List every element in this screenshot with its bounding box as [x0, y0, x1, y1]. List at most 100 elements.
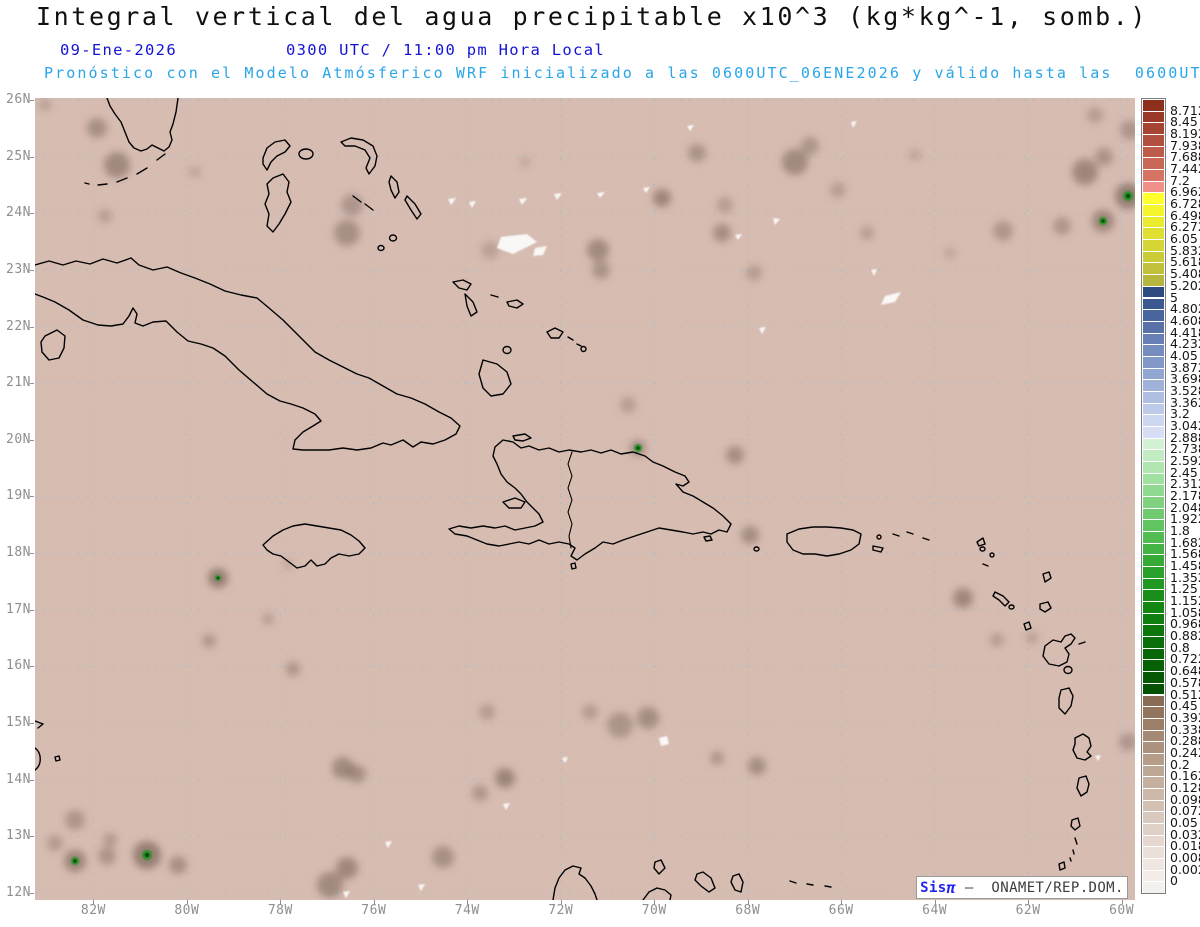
lat-tick: [30, 439, 34, 441]
coast-south-america: [552, 859, 832, 900]
colorbar-box: [1143, 532, 1164, 543]
colorbar: [1141, 98, 1166, 894]
shading-blob: [909, 149, 921, 161]
shading-blob: [189, 166, 201, 178]
shading-blob: [582, 704, 598, 720]
shading-blob: [317, 872, 343, 898]
colorbar-box: [1143, 718, 1164, 730]
lon-tick: [654, 900, 656, 904]
colorbar-tick-label: 0.648: [1170, 663, 1200, 679]
colorbar-tick-label: 0.722: [1170, 651, 1200, 667]
high-value-core: [216, 576, 220, 580]
colorbar-box: [1143, 590, 1164, 602]
shading-blob: [481, 241, 499, 259]
shading-blob: [202, 634, 216, 648]
colorbar-tick-label: 2.178: [1170, 488, 1200, 503]
colorbar-box: [1143, 672, 1164, 683]
zero-patch: [385, 841, 392, 848]
lat-tick-label: 13N: [6, 828, 31, 844]
branding-box: Sis π – ONAMET/REP.DOM.: [916, 876, 1128, 899]
colorbar-tick-label: 3.872: [1170, 359, 1200, 375]
colorbar-tick-label: 2.592: [1170, 452, 1200, 468]
colorbar-box: [1143, 345, 1164, 356]
colorbar-box: [1143, 263, 1164, 275]
shading-blob: [1026, 632, 1038, 644]
colorbar-tick-label: 0.8: [1170, 639, 1190, 655]
colorbar-box: [1143, 683, 1164, 695]
brand-separator: –: [956, 879, 992, 896]
colorbar-box: [1143, 858, 1164, 870]
colorbar-box: [1143, 777, 1164, 788]
lat-tick-label: 19N: [6, 488, 31, 504]
forecast-date: 09-Ene-2026: [60, 41, 177, 59]
colorbar-box: [1143, 123, 1164, 135]
lat-tick: [30, 666, 34, 668]
zero-patch: [643, 187, 650, 193]
lat-tick-label: 12N: [6, 884, 31, 900]
lon-tick-label: 76W: [361, 903, 387, 918]
shading-blob: [103, 833, 117, 847]
shading-blob: [587, 239, 609, 261]
colorbar-tick-label: 4.05: [1170, 347, 1198, 363]
shading-blob: [520, 157, 530, 167]
lat-tick-label: 18N: [6, 545, 31, 561]
colorbar-box: [1143, 882, 1164, 893]
pi-symbol: π: [946, 878, 957, 897]
shading-blob: [1072, 159, 1098, 185]
shading-blob: [39, 99, 51, 111]
colorbar-box: [1143, 438, 1164, 450]
colorbar-tick-label: 0.288: [1170, 733, 1200, 749]
lat-tick: [30, 496, 34, 498]
lat-tick: [30, 723, 34, 725]
shading-blob: [944, 247, 956, 259]
zero-patch: [773, 218, 780, 225]
lat-lon-gridlines: [35, 98, 1135, 900]
colorbar-tick-label: 2.45: [1170, 464, 1198, 480]
lon-tick: [373, 900, 375, 904]
coast-puerto-rico: [753, 526, 930, 557]
coast-florida: [106, 98, 179, 152]
lon-tick-label: 82W: [80, 903, 106, 918]
colorbar-box: [1143, 812, 1164, 823]
colorbar-tick-label: 5: [1170, 289, 1178, 305]
colorbar-box: [1143, 450, 1164, 461]
colorbar-tick-label: 0.338: [1170, 721, 1200, 737]
colorbar-box: [1143, 800, 1164, 812]
colorbar-tick-label: 5.202: [1170, 277, 1200, 293]
colorbar-tick-label: 8.192: [1170, 126, 1200, 142]
colorbar-box: [1143, 555, 1164, 567]
coast-florida-keys: [84, 153, 166, 186]
lon-tick-label: 80W: [174, 903, 200, 918]
colorbar-box: [1143, 730, 1164, 742]
colorbar-tick-label: 0.128: [1170, 779, 1200, 795]
lon-tick-label: 72W: [548, 903, 574, 918]
zero-patch: [659, 736, 669, 746]
colorbar-tick-label: 2.888: [1170, 429, 1200, 445]
shading-blob: [47, 835, 63, 851]
colorbar-tick-label: 5.832: [1170, 242, 1200, 258]
shading-blob: [98, 209, 112, 223]
lon-tick: [841, 900, 843, 904]
colorbar-tick-label: 1.352: [1170, 569, 1200, 585]
colorbar-box: [1143, 380, 1164, 391]
lon-tick-label: 74W: [454, 903, 480, 918]
colorbar-box: [1143, 216, 1164, 228]
shading-blob: [334, 220, 360, 246]
colorbar-box: [1143, 520, 1164, 532]
shading-blob: [746, 265, 762, 281]
colorbar-box: [1143, 415, 1164, 426]
lon-tick: [747, 900, 749, 904]
org-name: ONAMET/REP.DOM.: [991, 879, 1124, 896]
colorbar-box: [1143, 648, 1164, 660]
lon-tick: [934, 900, 936, 904]
shading-blob: [432, 846, 454, 868]
zero-patch: [418, 884, 425, 891]
colorbar-box: [1143, 543, 1164, 555]
colorbar-tick-label: 0: [1170, 873, 1178, 889]
lat-tick: [30, 213, 34, 215]
shading-blob: [1087, 107, 1103, 123]
colorbar-box: [1143, 870, 1164, 882]
coast-lesser-antilles: [976, 537, 1092, 871]
lon-tick: [1028, 900, 1030, 904]
colorbar-box: [1143, 146, 1164, 158]
